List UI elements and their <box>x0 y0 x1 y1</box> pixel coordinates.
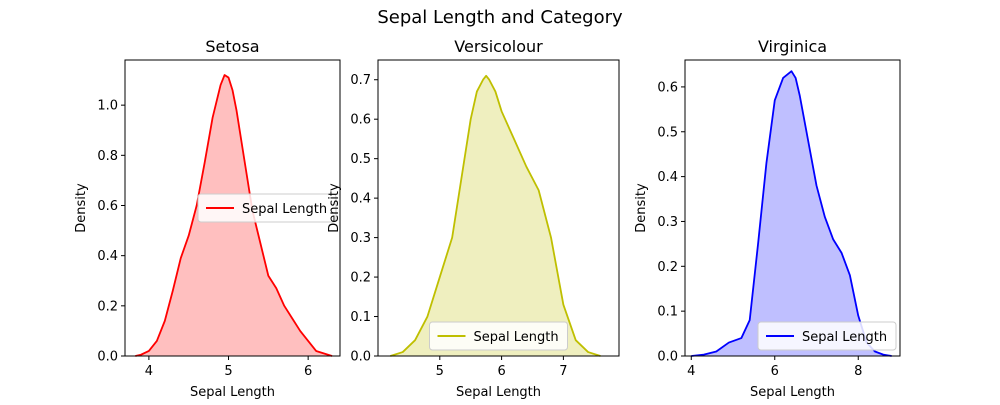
y-tick-label-3-2: 0.2 <box>657 260 678 275</box>
x-tick-label-2-0: 5 <box>436 364 444 379</box>
y-tick-label-2-2: 0.2 <box>350 271 371 286</box>
density-area-2 <box>390 75 601 356</box>
y-tick-label-2-3: 0.3 <box>350 231 371 246</box>
axes-frame-2 <box>377 59 620 357</box>
y-tick-label-2-0: 0.0 <box>350 350 371 365</box>
y-tick-label-1-2: 0.4 <box>97 249 118 264</box>
x-axis-label-1: Sepal Length <box>190 385 275 400</box>
density-line-3 <box>691 70 892 357</box>
legend-label-1: Sepal Length <box>242 202 327 217</box>
x-tick-label-1-2: 6 <box>304 364 312 379</box>
y-tick-label-3-0: 0.0 <box>657 350 678 365</box>
x-tick-label-1-0: 4 <box>145 364 153 379</box>
y-tick-label-3-3: 0.3 <box>657 215 678 230</box>
y-tick-label-2-1: 0.1 <box>350 310 371 325</box>
x-axis-label-3: Sepal Length <box>750 385 835 400</box>
y-axis-label-1: Density <box>74 183 89 233</box>
y-axis-label-2: Density <box>327 183 342 233</box>
y-tick-label-1-1: 0.2 <box>97 299 118 314</box>
x-tick-label-2-2: 7 <box>559 364 567 379</box>
panel-title-2: Versicolour <box>454 37 543 56</box>
legend-1: Sepal Length <box>197 193 337 223</box>
x-tick-label-3-2: 8 <box>854 364 862 379</box>
legend-2: Sepal Length <box>429 321 568 351</box>
density-area-3 <box>691 71 892 357</box>
legend-3: Sepal Length <box>757 321 897 351</box>
x-tick-label-1-1: 5 <box>224 364 232 379</box>
chart-title: Sepal Length and Category <box>377 7 623 28</box>
y-tick-label-3-4: 0.4 <box>657 170 678 185</box>
axes-frame-3 <box>684 59 901 357</box>
x-tick-label-2-1: 6 <box>497 364 505 379</box>
x-axis-label-2: Sepal Length <box>456 385 541 400</box>
y-tick-label-2-4: 0.4 <box>350 192 371 207</box>
axes-frame-1 <box>124 59 341 357</box>
x-tick-label-3-1: 6 <box>771 364 779 379</box>
legend-label-2: Sepal Length <box>474 330 559 345</box>
legend-box-1 <box>197 193 337 223</box>
y-tick-label-1-3: 0.6 <box>97 199 118 214</box>
y-tick-label-3-6: 0.6 <box>657 80 678 95</box>
legend-box-3 <box>757 321 897 351</box>
x-tick-label-3-0: 4 <box>687 364 695 379</box>
y-tick-label-2-6: 0.6 <box>350 113 371 128</box>
y-tick-label-3-1: 0.1 <box>657 305 678 320</box>
y-tick-label-3-5: 0.5 <box>657 125 678 140</box>
y-tick-label-1-4: 0.8 <box>97 149 118 164</box>
panel-title-1: Setosa <box>205 37 259 56</box>
y-tick-label-2-5: 0.5 <box>350 152 371 167</box>
panel-title-3: Virginica <box>758 37 827 56</box>
panel-2: 5 6 7 0.0 0.1 0.2 0.3 0.4 0.5 0.6 0.7 Versicolour Se… <box>327 37 620 400</box>
density-line-1 <box>135 74 333 357</box>
y-tick-label-2-7: 0.7 <box>350 73 371 88</box>
y-tick-label-1-0: 0.0 <box>97 350 118 365</box>
density-line-2 <box>390 74 601 357</box>
y-tick-label-1-5: 1.0 <box>97 99 118 114</box>
legend-box-2 <box>429 321 568 351</box>
panel-3: 4 6 8 0.0 0.1 0.2 0.3 0.4 0.5 0.6 Virginica Sepal L… <box>634 37 901 400</box>
legend-label-3: Sepal Length <box>802 330 887 345</box>
y-axis-label-3: Density <box>634 183 649 233</box>
